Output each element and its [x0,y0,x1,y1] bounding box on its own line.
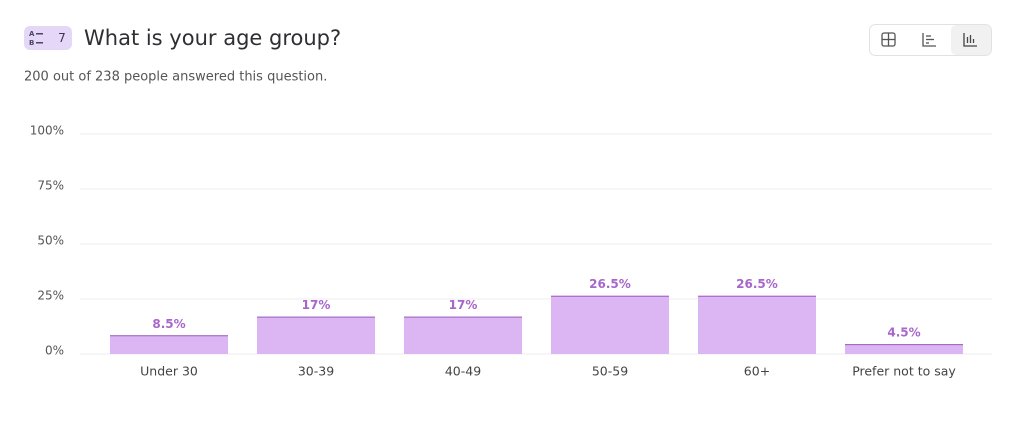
x-tick-label: 30-39 [298,364,334,379]
bar [845,344,963,354]
y-tick-label: 75% [37,179,64,193]
x-tick-label: 40-49 [445,364,481,379]
y-tick-label: 100% [30,124,64,138]
bar [698,295,816,354]
value-label: 8.5% [152,317,185,331]
question-number: 7 [58,31,66,45]
bar [404,316,522,354]
y-tick-label: 25% [37,289,64,303]
view-toggle [869,24,992,56]
vertical-chart-button[interactable] [963,33,977,47]
question-badge [24,26,72,50]
bar [257,316,375,354]
y-tick-label: 0% [45,344,64,358]
svg-text:A: A [29,30,35,38]
x-tick-label: 50-59 [592,364,628,379]
list-icon: A B [29,30,43,47]
value-label: 17% [302,298,331,312]
bar [551,295,669,354]
x-tick-label: Prefer not to say [852,364,956,379]
x-tick-label: Under 30 [140,364,198,379]
svg-text:B: B [29,39,34,47]
value-label: 26.5% [736,277,778,291]
question-subtitle: 200 out of 238 people answered this ques… [24,70,327,85]
question-title: What is your age group? [84,26,341,50]
value-label: 26.5% [589,277,631,291]
y-tick-label: 50% [37,234,64,248]
value-label: 17% [449,298,478,312]
value-label: 4.5% [887,326,920,340]
x-tick-label: 60+ [744,364,770,379]
table-view-button[interactable] [881,32,896,47]
bar [110,335,228,354]
horizontal-chart-button[interactable] [922,33,936,47]
